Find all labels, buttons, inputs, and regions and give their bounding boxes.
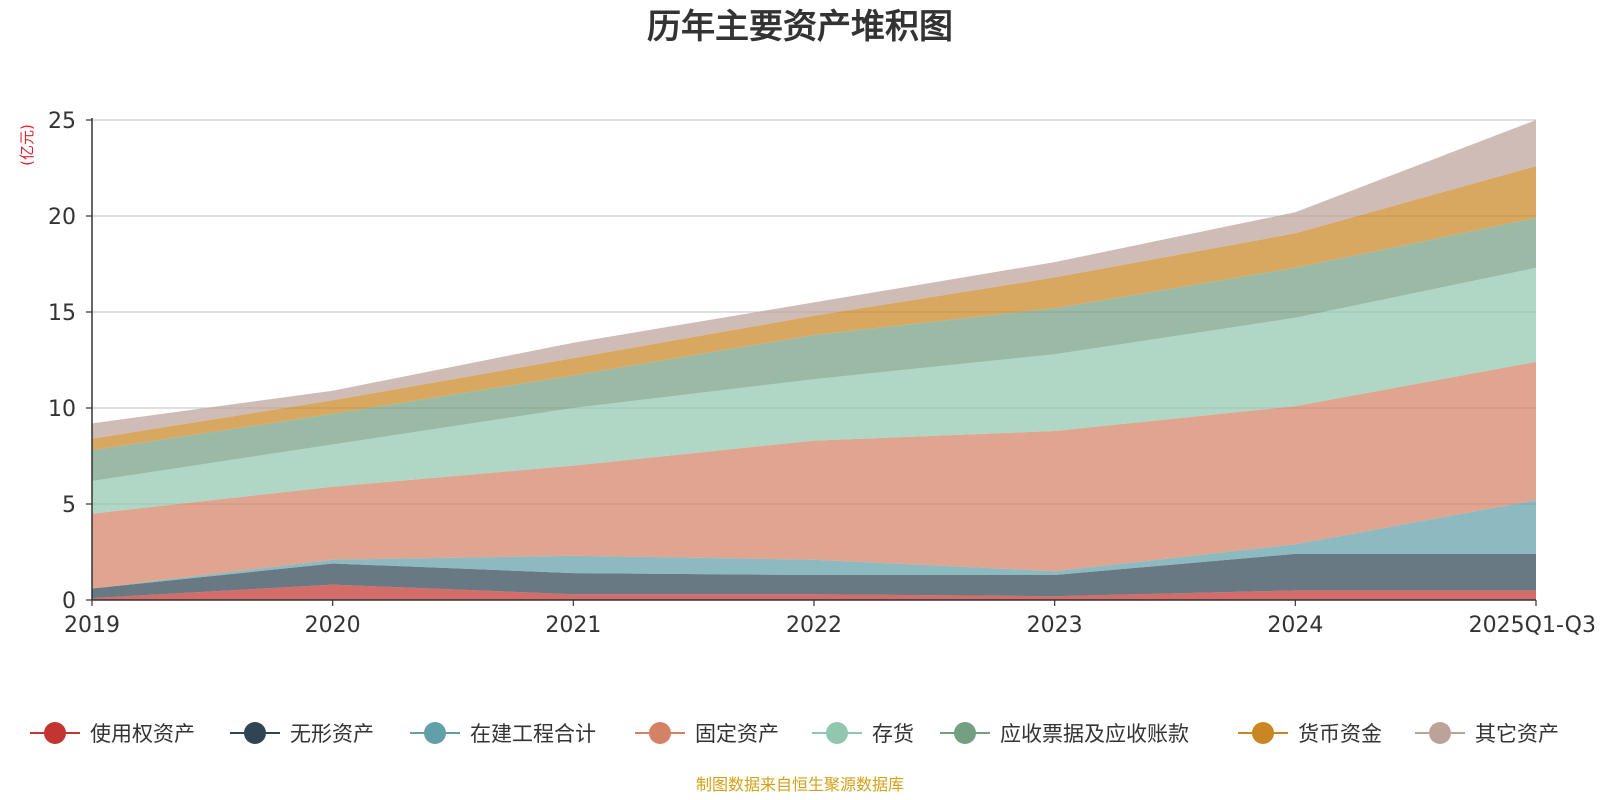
area-series-0 xyxy=(92,584,1536,600)
legend-dot-marker xyxy=(826,722,848,744)
x-tick-label: 2025Q1-Q3 xyxy=(1469,613,1596,638)
legend-dot-marker xyxy=(1252,722,1274,744)
legend-item-0[interactable]: 使用权资产 xyxy=(30,722,195,746)
legend-label: 存货 xyxy=(872,722,914,746)
legend-label: 无形资产 xyxy=(290,722,374,746)
area-series-6 xyxy=(92,166,1536,451)
y-tick-label: 0 xyxy=(62,589,76,614)
legend-item-5[interactable]: 应收票据及应收账款 xyxy=(940,722,1189,746)
x-tick-label: 2024 xyxy=(1267,613,1323,638)
axes: 0 5 10 15 20 25 2019 2020 2021 2022 2023 2024 2025Q1… xyxy=(48,109,1596,638)
area-series-5 xyxy=(92,217,1536,481)
area-series-1 xyxy=(92,553,1536,599)
y-tick-label: 15 xyxy=(48,301,76,326)
legend-dot-marker xyxy=(44,722,66,744)
data-source-note: 制图数据来自恒生聚源数据库 xyxy=(696,775,904,794)
legend-dot-marker xyxy=(954,722,976,744)
legend-item-7[interactable]: 其它资产 xyxy=(1415,722,1559,746)
legend-label: 应收票据及应收账款 xyxy=(1000,722,1189,746)
y-axis-unit-label: (亿元) xyxy=(18,124,36,166)
legend-label: 在建工程合计 xyxy=(470,722,596,746)
chart-title: 历年主要资产堆积图 xyxy=(647,7,953,47)
legend-label: 使用权资产 xyxy=(90,722,195,746)
legend-item-2[interactable]: 在建工程合计 xyxy=(410,722,596,746)
legend-item-1[interactable]: 无形资产 xyxy=(230,722,374,746)
legend-dot-marker xyxy=(649,722,671,744)
legend-label: 其它资产 xyxy=(1475,722,1559,746)
legend-item-3[interactable]: 固定资产 xyxy=(635,722,779,746)
x-tick-label: 2022 xyxy=(786,613,842,638)
x-tick-label: 2023 xyxy=(1027,613,1083,638)
legend[interactable]: 使用权资产 无形资产 在建工程合计 固定资产 存货 应收票据及应收账款 货币资金 其它资产 xyxy=(30,722,1559,746)
area-series-group xyxy=(92,120,1536,600)
area-series-7 xyxy=(92,120,1536,439)
y-tick-label: 10 xyxy=(48,397,76,422)
x-tick-label: 2020 xyxy=(305,613,361,638)
y-tick-label: 5 xyxy=(62,493,76,518)
legend-dot-marker xyxy=(1429,722,1451,744)
legend-item-6[interactable]: 货币资金 xyxy=(1238,722,1382,746)
y-tick-label: 20 xyxy=(48,205,76,230)
area-series-4 xyxy=(92,267,1536,514)
x-tick-label: 2021 xyxy=(545,613,601,638)
legend-label: 货币资金 xyxy=(1298,722,1382,746)
area-series-2 xyxy=(92,500,1536,589)
legend-item-4[interactable]: 存货 xyxy=(812,722,914,746)
legend-dot-marker xyxy=(244,722,266,744)
legend-label: 固定资产 xyxy=(695,722,779,746)
legend-dot-marker xyxy=(424,722,446,744)
x-tick-label: 2019 xyxy=(64,613,120,638)
y-tick-label: 25 xyxy=(48,109,76,134)
area-series-3 xyxy=(92,361,1536,589)
